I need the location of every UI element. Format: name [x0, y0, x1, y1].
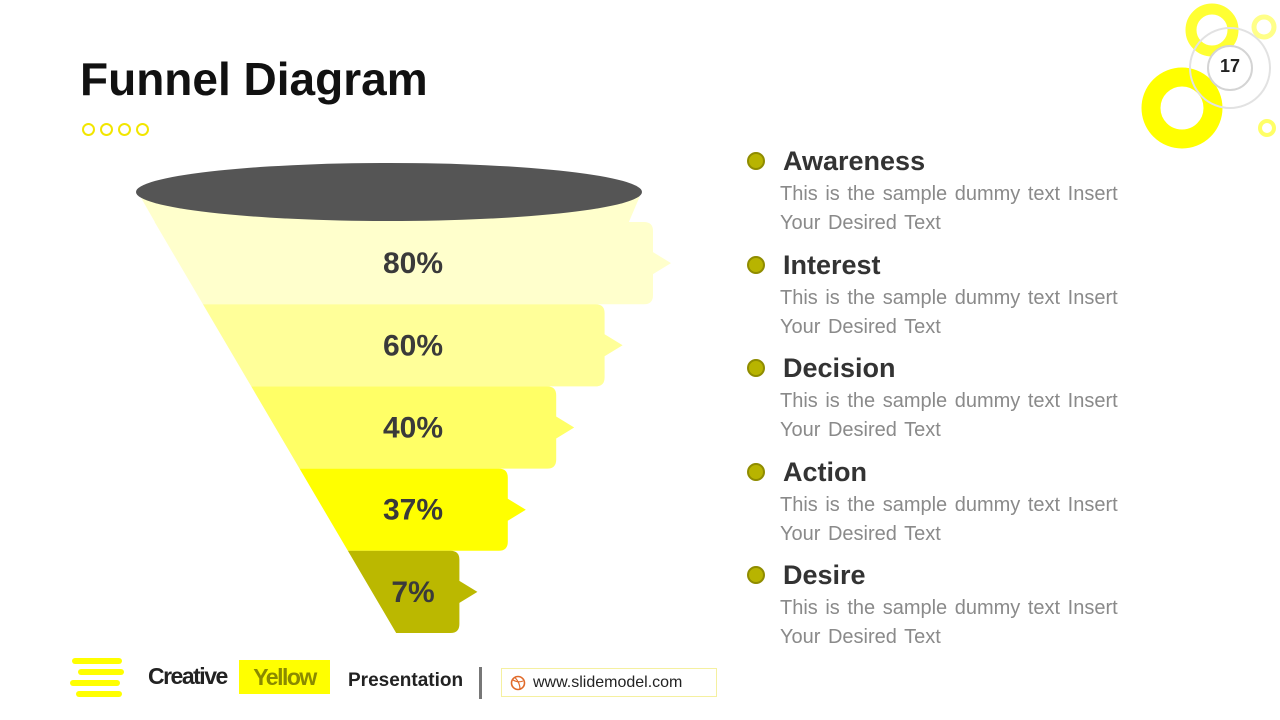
legend-item-action: Action This is the sample dummy text Ins… — [745, 457, 1145, 561]
funnel-stage-label: 37% — [383, 494, 443, 527]
legend-title: Interest — [783, 249, 881, 280]
page-number: 17 — [1219, 56, 1241, 76]
legend-item-decision: Decision This is the sample dummy text I… — [745, 353, 1145, 457]
legend: Awareness This is the sample dummy text … — [745, 146, 1145, 664]
title-decoration-dots — [82, 123, 149, 136]
legend-title: Desire — [783, 560, 866, 590]
funnel-opening — [136, 163, 642, 221]
legend-description: This is the sample dummy text Insert You… — [780, 390, 1118, 441]
brand-lines-icon — [70, 658, 124, 697]
slide-title: Funnel Diagram — [80, 53, 428, 105]
legend-title: Decision — [783, 353, 896, 383]
funnel-stage-label: 7% — [391, 576, 434, 609]
brand-name-creative: Creative — [148, 663, 228, 689]
brand-name-yellow: Yellow — [239, 660, 330, 694]
legend-description: This is the sample dummy text Insert You… — [780, 493, 1118, 545]
funnel-stage-label: 40% — [383, 412, 443, 445]
legend-item-desire: Desire This is the sample dummy text Ins… — [745, 560, 1145, 664]
legend-bullet-icon — [747, 359, 765, 377]
footer-url[interactable]: www.slidemodel.com — [533, 674, 683, 691]
footer-presentation-label: Presentation — [348, 670, 464, 691]
dribbble-icon — [510, 675, 526, 691]
legend-title: Awareness — [783, 146, 926, 176]
legend-description: This is the sample dummy text Insert You… — [780, 183, 1118, 234]
funnel-chart: 80% 60% 40% 37% 7% — [136, 163, 672, 633]
legend-bullet-icon — [747, 462, 765, 481]
funnel-stage-4 — [299, 468, 526, 551]
legend-description: This is the sample dummy text Insert You… — [780, 286, 1118, 338]
funnel-stage-1 — [154, 222, 672, 305]
legend-description: This is the sample dummy text Insert You… — [780, 597, 1118, 648]
legend-bullet-icon — [747, 152, 765, 170]
decorative-rings — [1141, 3, 1277, 149]
funnel-stage-label: 60% — [383, 329, 443, 362]
funnel-stage-label: 80% — [383, 247, 443, 280]
funnel-stage-2 — [202, 304, 623, 387]
legend-bullet-icon — [747, 255, 765, 274]
footer-divider — [479, 667, 482, 699]
legend-item-interest: Interest This is the sample dummy text I… — [745, 250, 1145, 354]
legend-bullet-icon — [747, 566, 765, 584]
funnel-stage-3 — [251, 386, 575, 469]
legend-item-awareness: Awareness This is the sample dummy text … — [745, 146, 1145, 250]
legend-title: Action — [783, 456, 867, 487]
footer-website-link[interactable]: www.slidemodel.com — [501, 668, 717, 697]
funnel-stage-5 — [347, 550, 478, 633]
